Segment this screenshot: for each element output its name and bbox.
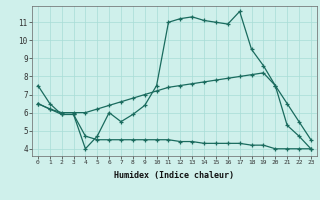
X-axis label: Humidex (Indice chaleur): Humidex (Indice chaleur) (115, 171, 234, 180)
